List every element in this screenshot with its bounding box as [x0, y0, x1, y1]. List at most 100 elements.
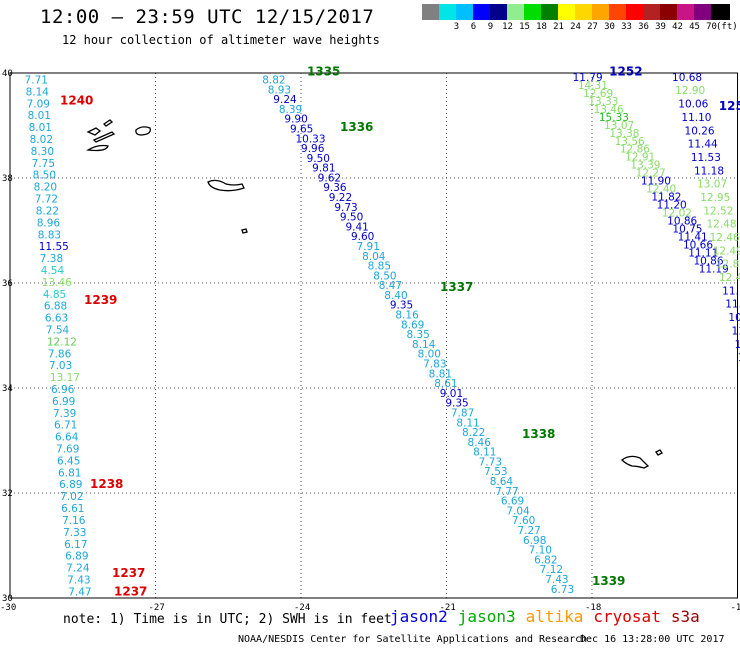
wave-height-value: 8.50: [373, 270, 396, 282]
lat-tick-label: 32: [2, 489, 13, 499]
lon-tick-label: -30: [0, 603, 16, 613]
wave-height-value: 9.35: [445, 398, 468, 410]
wave-height-value: 11: [732, 325, 740, 337]
wave-height-value: 8.96: [37, 217, 61, 229]
lon-tick-label: -21: [440, 603, 456, 613]
wave-height-value: 8.61: [434, 378, 457, 390]
wave-height-value: 11.18: [694, 165, 724, 177]
wave-height-value: 7.09: [27, 98, 50, 110]
scale-label: 45: [689, 22, 700, 32]
wave-height-value: 8.35: [406, 329, 429, 341]
wave-height-value: 13.07: [697, 179, 727, 191]
scale-label: 3: [453, 22, 460, 32]
wave-height-value: 7.39: [53, 408, 76, 420]
lon-tick-label: -15: [731, 603, 740, 613]
wave-height-value: 13.46: [594, 104, 624, 116]
scale-swatch: [677, 4, 696, 20]
wave-height-value: 9.96: [301, 143, 325, 155]
wave-height-value: 9.62: [318, 172, 341, 184]
island-faial: [86, 144, 109, 152]
lat-tick-label: 34: [2, 384, 13, 394]
wave-height-value: 8.82: [262, 75, 285, 87]
pass-number: 1239: [84, 293, 117, 307]
wave-height-value: 8.40: [384, 290, 407, 302]
scale-label: 70: [706, 22, 717, 32]
pass-number: 1238: [90, 477, 123, 491]
wave-height-value: 13.39: [630, 160, 660, 172]
wave-height-value: 8.11: [473, 447, 496, 459]
wave-height-value: 10.86: [667, 216, 697, 228]
wave-height-value: 7.71: [25, 75, 48, 87]
wave-height-value: 8.04: [362, 251, 386, 263]
lat-tick-label: 38: [2, 174, 13, 184]
wave-height-value: 8.01: [28, 110, 51, 122]
pass-number: 1337: [440, 280, 473, 294]
wave-height-value: 12.69: [583, 88, 613, 100]
pass-number: 1338: [522, 427, 555, 441]
scale-swatch: [660, 4, 679, 20]
wave-height-value: 7.54: [46, 324, 70, 336]
wave-height-value: 9.60: [351, 231, 374, 243]
wave-height-value: 9.01: [440, 388, 463, 400]
wave-height-value: 10.68: [672, 72, 702, 84]
scale-swatch: [541, 4, 560, 20]
wave-height-value: 11.79: [573, 72, 603, 84]
wave-height-value: 7.43: [67, 574, 90, 586]
wave-height-value: 13.46: [42, 277, 72, 289]
wave-height-value: 12.90: [675, 85, 705, 97]
altimeter-tracks: 7.718.147.098.018.018.028.307.758.508.20…: [25, 65, 740, 599]
generated-timestamp: Dec 16 13:28:00 UTC 2017: [580, 634, 725, 645]
scale-swatch: [490, 4, 509, 20]
island-flores: [86, 127, 102, 136]
wave-height-value: 8.02: [30, 134, 53, 146]
wave-height-value: 12.48: [706, 219, 736, 231]
wave-height-value: 12.27: [636, 168, 666, 180]
pass-number: 1240: [60, 94, 93, 108]
wave-height-value: 8.14: [26, 86, 50, 98]
wave-height-value: 9.36: [323, 182, 347, 194]
wave-height-value: 8.93: [268, 84, 291, 96]
wave-height-value: 9.50: [340, 212, 363, 224]
scale-label: 15: [519, 22, 530, 32]
wave-height-value: 10.86: [693, 256, 723, 268]
wave-height-value: 9.90: [284, 114, 307, 126]
lat-tick-label: 36: [2, 279, 13, 289]
wave-height-value: 8.16: [395, 310, 419, 322]
wave-height-value: 7.02: [60, 491, 83, 503]
wave-height-value: 10.26: [685, 125, 715, 137]
wave-height-value: 6.89: [59, 479, 82, 491]
wave-height-value: 9.35: [390, 300, 413, 312]
wave-height-value: 7.12: [540, 564, 563, 576]
wave-height-value: 7.69: [56, 444, 79, 456]
scale-swatch: [439, 4, 458, 20]
map-frame: [9, 72, 738, 599]
wave-height-value: 12.91: [625, 152, 655, 164]
wave-height-value: 8.11: [456, 417, 479, 429]
wave-height-value: 11.41: [678, 232, 708, 244]
wave-height-value: 6.82: [534, 554, 557, 566]
scale-swatch: [575, 4, 594, 20]
scale-swatch: [456, 4, 475, 20]
wave-height-value: 12.86: [620, 144, 650, 156]
pass-number: 1237: [114, 584, 147, 598]
wave-height-value: 13.07: [604, 120, 634, 132]
scale-swatch: [626, 4, 645, 20]
wave-height-value: 6.64: [55, 432, 79, 444]
scale-swatch: [609, 4, 628, 20]
wave-height-value: 8.50: [33, 170, 56, 182]
wave-height-value: 12.48: [719, 272, 740, 284]
satellite-jason3: jason3: [457, 607, 516, 626]
scale-label: 42: [672, 22, 683, 32]
wave-height-value: 7.60: [512, 515, 535, 527]
wave-height-value: 7.87: [451, 407, 474, 419]
satellite-s3a: s3a: [670, 607, 700, 626]
wave-height-value: 8.85: [368, 261, 391, 273]
pass-number: 1336: [340, 120, 373, 134]
wave-height-value: 7.47: [68, 586, 91, 598]
wave-height-value: 7.38: [40, 253, 63, 265]
scale-label: 9: [487, 22, 494, 32]
wave-height-value: 7.27: [517, 525, 540, 537]
scale-label: 21: [553, 22, 564, 32]
wave-height-value: 4.54: [41, 265, 65, 277]
wave-height-value: 12.02: [662, 208, 692, 220]
